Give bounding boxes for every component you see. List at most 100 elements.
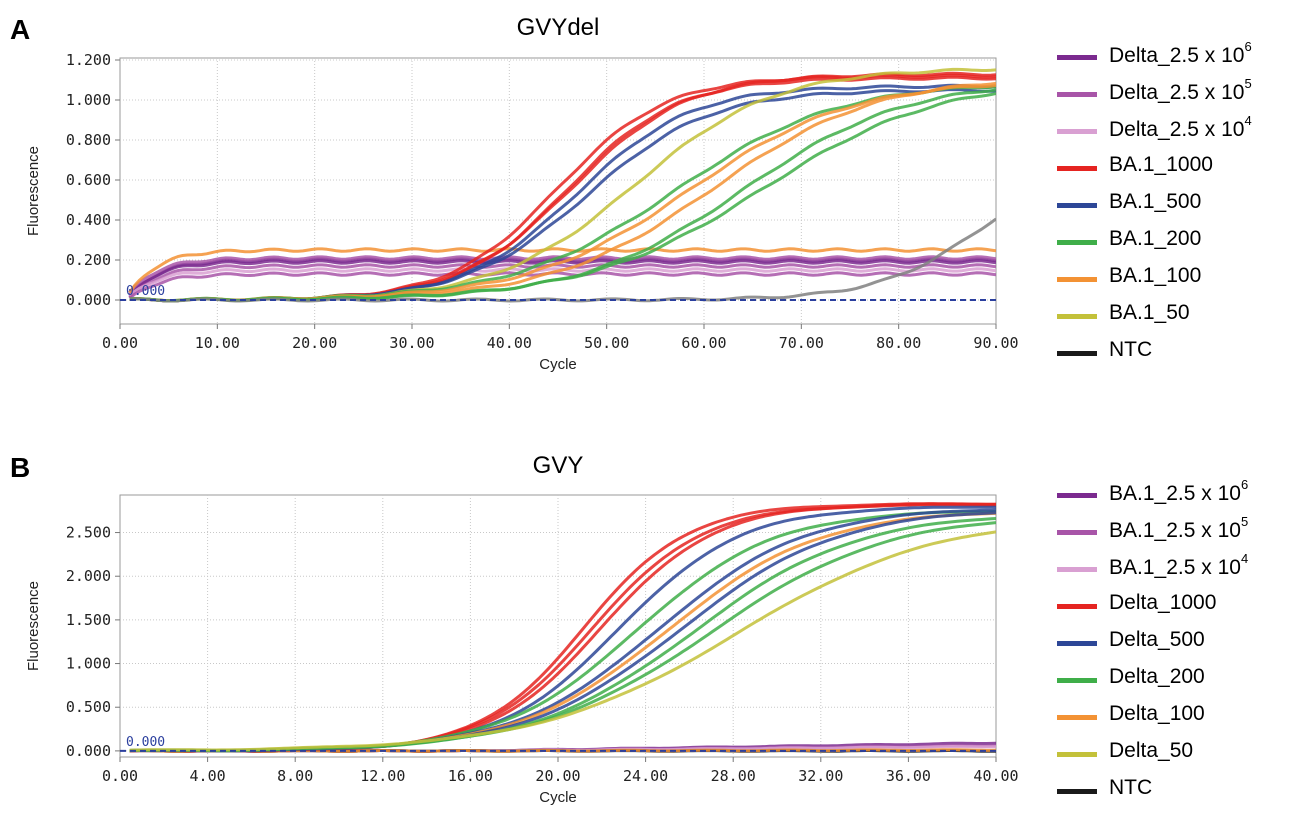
- y-axis-label: Fluorescence: [25, 146, 42, 236]
- legend-item: Delta_2.5 x 104: [1057, 112, 1287, 149]
- x-tick-label: 24.00: [623, 767, 668, 785]
- legend-label: BA.1_50: [1109, 301, 1190, 324]
- x-tick-label: 40.00: [973, 767, 1018, 785]
- legend-exponent: 4: [1240, 551, 1249, 566]
- legend-swatch: [1057, 55, 1097, 60]
- chart-gvydel: 0.00 10.00 20.00 30.00 40.00 50.00 60.00 70.00 8…: [25, 51, 1019, 373]
- x-tick-label: 50.00: [584, 334, 629, 352]
- legend-label: BA.1_2.5 x 106: [1109, 477, 1249, 505]
- legend-item: Delta_2.5 x 105: [1057, 75, 1287, 112]
- legend-exponent: 6: [1240, 477, 1249, 492]
- legend-swatch: [1057, 129, 1097, 134]
- x-tick-label: 20.00: [535, 767, 580, 785]
- legend-swatch: [1057, 203, 1097, 208]
- x-tick-label: 60.00: [681, 334, 726, 352]
- x-tick-label: 90.00: [973, 334, 1018, 352]
- legend-label: BA.1_2.5 x 105: [1109, 514, 1249, 542]
- x-tick-label: 36.00: [886, 767, 931, 785]
- x-tick-label: 28.00: [711, 767, 756, 785]
- legend-swatch: [1057, 351, 1097, 356]
- series-line: [128, 271, 996, 300]
- x-tick-label: 4.00: [190, 767, 226, 785]
- legend-label: BA.1_1000: [1109, 153, 1213, 176]
- y-tick-label: 1.500: [66, 611, 111, 629]
- y-tick-label: 0.500: [66, 698, 111, 716]
- legend-item: Delta_50: [1057, 735, 1287, 772]
- y-tick-label: 0.400: [66, 211, 111, 229]
- legend-item: BA.1_2.5 x 104: [1057, 550, 1287, 587]
- y-tick-label: 0.000: [66, 742, 111, 760]
- legend-item: BA.1_50: [1057, 297, 1287, 334]
- legend-exponent: 4: [1244, 113, 1252, 128]
- legend-swatch: [1057, 715, 1097, 720]
- legend-item: Delta_200: [1057, 661, 1287, 698]
- legend-exponent: 5: [1240, 514, 1249, 529]
- legend-label: Delta_2.5 x 104: [1109, 113, 1252, 141]
- legend-swatch: [1057, 678, 1097, 683]
- series-line: [128, 257, 996, 298]
- legend-item: BA.1_100: [1057, 260, 1287, 297]
- legend-label: NTC: [1109, 338, 1153, 361]
- legend-item: BA.1_2.5 x 105: [1057, 513, 1287, 550]
- legend-swatch: [1057, 530, 1097, 535]
- legend-item: BA.1_1000: [1057, 149, 1287, 186]
- chart-title: GVYdel: [516, 14, 600, 41]
- x-tick-label: 32.00: [798, 767, 843, 785]
- plot-frame: [119, 57, 997, 325]
- legend-label: BA.1_100: [1109, 264, 1202, 287]
- series-line: [128, 247, 996, 294]
- legend-label: Delta_200: [1109, 665, 1205, 688]
- legend-swatch: [1057, 240, 1097, 245]
- chart-gvy: 0.00 4.00 8.00 12.00 16.00 20.00 24.00 28.00 32.…: [25, 494, 1019, 806]
- series-line: [129, 530, 996, 752]
- y-tick-label: 1.000: [66, 655, 111, 673]
- legend-swatch: [1057, 166, 1097, 171]
- x-tick-label: 20.00: [292, 334, 337, 352]
- legend-gvydel: Delta_2.5 x 106 Delta_2.5 x 105 Delta_2.5 …: [1057, 38, 1287, 371]
- legend-exponent: 6: [1244, 39, 1252, 54]
- legend-swatch: [1057, 277, 1097, 282]
- legend-label: Delta_2.5 x 106: [1109, 39, 1252, 67]
- x-tick-label: 80.00: [876, 334, 921, 352]
- series-line: [128, 263, 996, 299]
- y-tick-label: 0.200: [66, 251, 111, 269]
- y-tick-label: 1.000: [66, 91, 111, 109]
- legend-label: Delta_2.5 x 105: [1109, 76, 1252, 104]
- legend-swatch: [1057, 641, 1097, 646]
- legend-item: Delta_2.5 x 106: [1057, 38, 1287, 75]
- x-tick-label: 0.00: [102, 334, 138, 352]
- panel-b: B GVY 0.00 4.00 8.00 12.00 16.00 20.00 24.00 28…: [0, 438, 1297, 838]
- x-axis-label: Cycle: [539, 789, 577, 806]
- legend-item: BA.1_500: [1057, 186, 1287, 223]
- x-tick-label: 40.00: [487, 334, 532, 352]
- legend-label: Delta_50: [1109, 739, 1194, 762]
- legend-label: BA.1_200: [1109, 227, 1202, 250]
- x-tick-label: 10.00: [195, 334, 240, 352]
- legend-swatch: [1057, 567, 1097, 572]
- legend-swatch: [1057, 493, 1097, 498]
- legend-swatch: [1057, 314, 1097, 319]
- y-tick-label: 2.000: [66, 567, 111, 585]
- panel-label: B: [10, 452, 31, 483]
- x-tick-label: 70.00: [779, 334, 824, 352]
- panel-a: A GVYdel 0.00 10.00 20.00 30.00 40.00 50.00 60…: [0, 0, 1297, 400]
- legend-item: BA.1_2.5 x 106: [1057, 476, 1287, 513]
- legend-item: NTC: [1057, 772, 1287, 809]
- legend-label: Delta_1000: [1109, 591, 1217, 614]
- x-tick-label: 8.00: [277, 767, 313, 785]
- x-axis-label: Cycle: [539, 356, 577, 373]
- legend-label: Delta_100: [1109, 702, 1205, 725]
- x-tick-label: 12.00: [360, 767, 405, 785]
- y-tick-label: 1.200: [66, 51, 111, 69]
- legend-swatch: [1057, 752, 1097, 757]
- legend-item: Delta_100: [1057, 698, 1287, 735]
- legend-swatch: [1057, 604, 1097, 609]
- panel-label: A: [10, 14, 31, 45]
- legend-label: NTC: [1109, 776, 1153, 799]
- y-tick-label: 2.500: [66, 524, 111, 542]
- legend-item: BA.1_200: [1057, 223, 1287, 260]
- x-tick-label: 0.00: [102, 767, 138, 785]
- y-axis-label: Fluorescence: [25, 581, 42, 671]
- legend-gvy: BA.1_2.5 x 106 BA.1_2.5 x 105 BA.1_2.5 x 1…: [1057, 476, 1287, 809]
- legend-swatch: [1057, 789, 1097, 794]
